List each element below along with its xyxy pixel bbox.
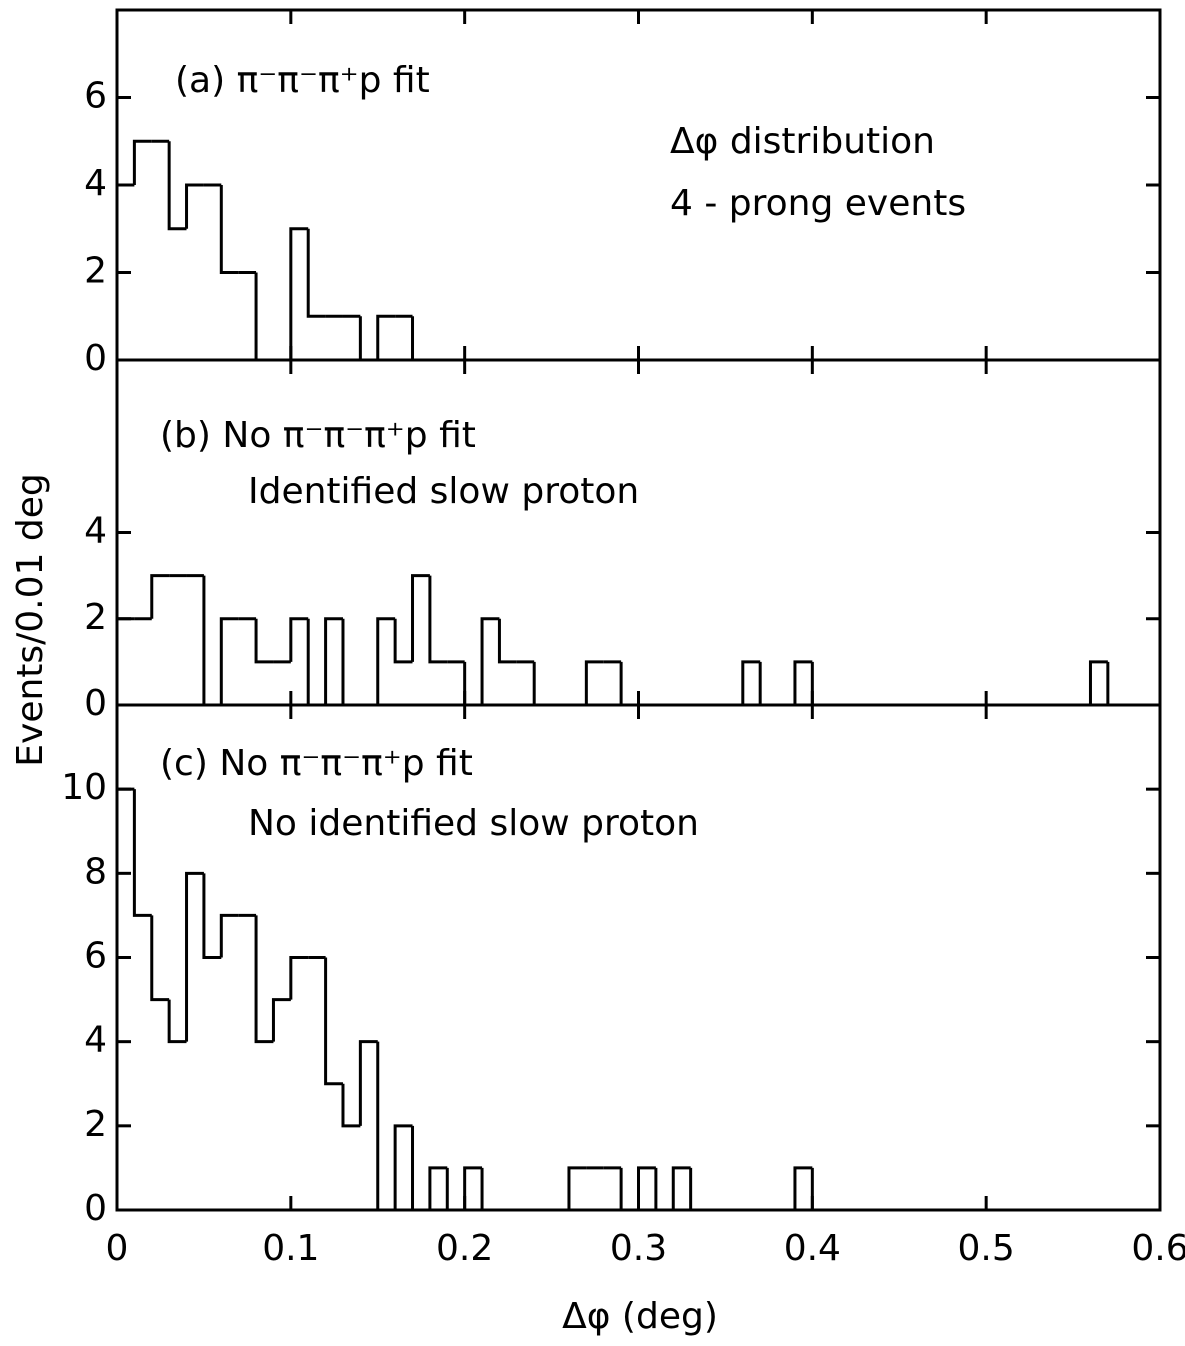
bar <box>411 316 430 362</box>
bar <box>376 617 396 705</box>
x-tick-label: 0.2 <box>436 1228 493 1269</box>
bar <box>584 660 604 705</box>
y-tick-label: 4 <box>84 1020 107 1061</box>
bar <box>411 1125 430 1212</box>
bar <box>167 141 187 231</box>
bar <box>480 617 500 705</box>
y-tick-label: 0 <box>84 338 107 379</box>
y-tick-label: 6 <box>84 76 107 117</box>
bar <box>219 617 239 705</box>
bar <box>289 227 309 360</box>
bar <box>637 1166 656 1210</box>
bar <box>185 183 204 229</box>
bar <box>341 1083 361 1128</box>
y-tick-label: 4 <box>84 163 107 204</box>
bar <box>393 618 413 664</box>
bar <box>306 618 326 707</box>
bar <box>306 228 326 318</box>
bar <box>358 1040 378 1126</box>
x-tick-label: 0.3 <box>610 1228 667 1269</box>
y-tick-label: 0 <box>84 683 107 724</box>
bar <box>445 1167 465 1212</box>
bar <box>532 661 552 707</box>
bar <box>115 617 135 705</box>
bar <box>810 661 830 707</box>
bar <box>219 185 239 274</box>
bar <box>428 575 448 664</box>
bar <box>202 873 222 959</box>
bar <box>254 272 274 362</box>
bar <box>619 1167 639 1212</box>
bar <box>810 1167 830 1212</box>
annotation: Identified slow proton <box>248 471 639 512</box>
bar <box>741 660 761 705</box>
bar <box>689 1167 709 1212</box>
bar <box>254 915 274 1044</box>
bar <box>463 1166 483 1210</box>
y-tick-label: 2 <box>84 1104 107 1145</box>
bar <box>376 314 396 360</box>
bar <box>289 617 309 662</box>
bar <box>1106 661 1126 707</box>
x-tick-label: 0.6 <box>1131 1228 1185 1269</box>
bar <box>671 1166 691 1210</box>
bar <box>758 661 778 707</box>
panel-frame <box>115 358 1162 707</box>
bar <box>185 871 204 1042</box>
annotation: (b) No π⁻π⁻π⁺p fit <box>160 415 476 456</box>
bar <box>132 789 152 917</box>
y-axis-label: Events/0.01 deg <box>10 473 51 766</box>
bar <box>411 574 430 662</box>
bar <box>480 1167 500 1212</box>
bar <box>219 913 239 958</box>
bar <box>324 957 343 1086</box>
y-tick-label: 4 <box>84 511 107 552</box>
bar <box>132 139 152 185</box>
y-tick-label: 2 <box>84 251 107 292</box>
y-tick-label: 10 <box>61 767 107 808</box>
bar <box>793 1166 813 1210</box>
bar <box>289 956 309 1000</box>
bar <box>150 574 170 619</box>
bar <box>115 183 135 360</box>
bar <box>567 1166 587 1210</box>
bar <box>167 999 187 1044</box>
bar <box>202 575 222 707</box>
bar <box>115 787 135 1210</box>
bar <box>1088 660 1108 705</box>
x-tick-label: 0.1 <box>262 1228 319 1269</box>
x-tick-label: 0.4 <box>784 1228 841 1269</box>
bar <box>324 617 343 705</box>
bar <box>463 661 483 707</box>
annotation: (a) π⁻π⁻π⁺p fit <box>175 60 430 101</box>
bar <box>497 618 517 664</box>
x-tick-label: 0 <box>106 1228 129 1269</box>
y-tick-label: 8 <box>84 851 107 892</box>
bar <box>341 618 361 707</box>
annotation: No identified slow proton <box>248 803 699 844</box>
bar <box>271 998 291 1042</box>
bar <box>654 1167 674 1212</box>
annotation: 4 - prong events <box>670 183 966 224</box>
bar <box>376 1041 396 1212</box>
bar <box>619 661 639 707</box>
y-tick-label: 2 <box>84 597 107 638</box>
x-tick-label: 0.5 <box>958 1228 1015 1269</box>
bar <box>428 1166 448 1210</box>
y-tick-label: 6 <box>84 936 107 977</box>
x-axis-label: Δφ (deg) <box>562 1296 718 1337</box>
bar <box>358 316 378 362</box>
bar <box>254 618 274 664</box>
bar <box>793 660 813 705</box>
bar <box>150 915 170 1002</box>
y-tick-label: 0 <box>84 1188 107 1229</box>
bar <box>393 1124 413 1210</box>
annotation: (c) No π⁻π⁻π⁺p fit <box>160 743 473 784</box>
annotation: Δφ distribution <box>670 121 935 162</box>
